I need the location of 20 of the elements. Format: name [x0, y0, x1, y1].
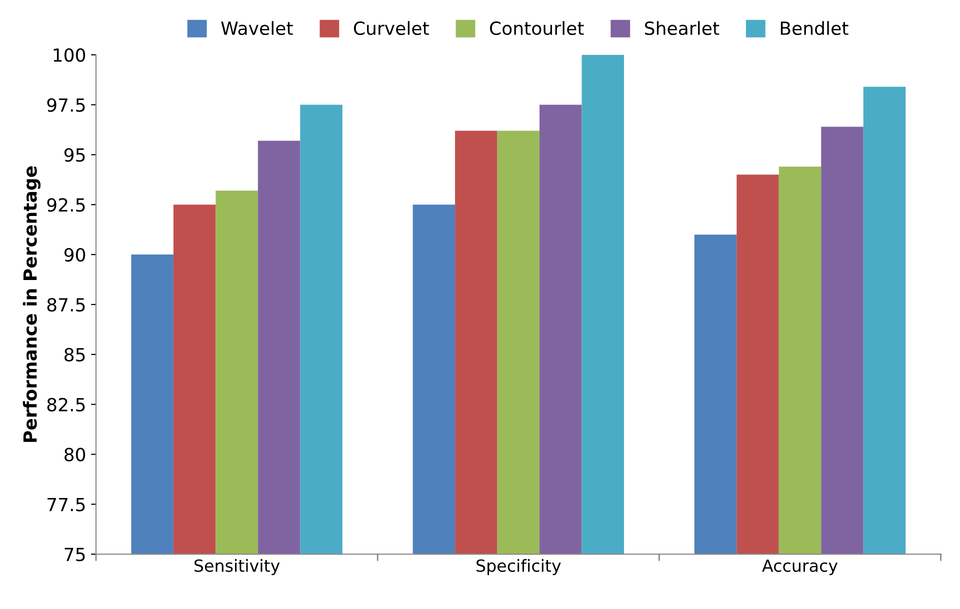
y-tick-label: 92.5 [47, 198, 85, 212]
y-tick-label: 77.5 [48, 498, 85, 512]
legend-label: Curvelet [354, 21, 429, 36]
y-axis-title: Performance in Percentage [22, 166, 41, 442]
y-tick-label: 90 [64, 248, 86, 262]
x-tick-label: Specificity [476, 559, 561, 576]
y-tick-label: 75 [64, 548, 85, 562]
y-tick-label: 82.5 [47, 398, 85, 412]
y-tick-label: 80 [64, 448, 86, 462]
y-tick-label: 85 [64, 348, 85, 362]
y-tick-label: 97.5 [47, 98, 85, 112]
x-tick-label: Sensitivity [194, 559, 280, 576]
legend-label: Wavelet [221, 21, 293, 36]
y-tick-label: 95 [64, 148, 85, 162]
x-tick-label: Accuracy [762, 560, 838, 576]
y-tick-label: 100 [54, 48, 86, 62]
legend-label: Shearlet [645, 21, 720, 36]
legend-label: Contourlet [490, 21, 584, 36]
legend-label: Bendlet [780, 21, 848, 36]
y-tick-label: 87.5 [47, 298, 85, 312]
